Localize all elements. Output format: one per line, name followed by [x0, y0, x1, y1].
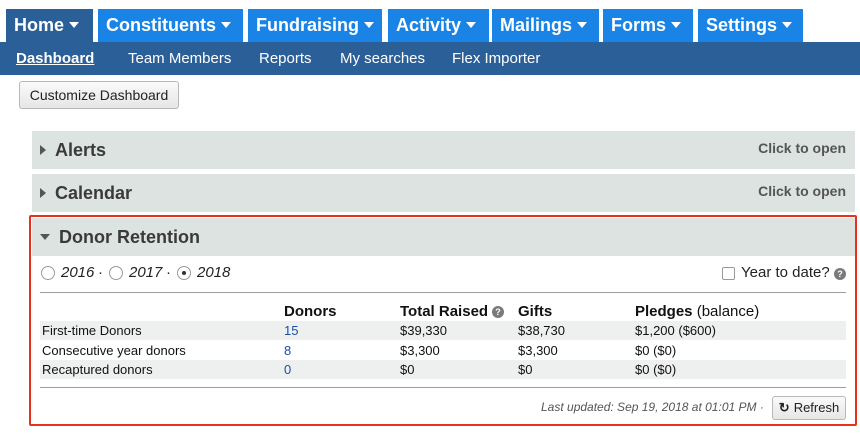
chevron-down-icon	[221, 22, 231, 29]
pledges-cell: $0 ($0)	[635, 362, 677, 377]
total-raised-cell: $0	[400, 362, 415, 377]
alerts-panel-header[interactable]: Alerts Click to open	[32, 131, 855, 169]
subnav-dashboard[interactable]: Dashboard	[16, 50, 95, 67]
year-2017-label[interactable]: 2017	[129, 264, 163, 281]
tab-settings-label: Settings	[706, 15, 778, 35]
year-2017-radio[interactable]	[109, 266, 123, 280]
pledges-cell: $0 ($0)	[635, 343, 677, 358]
year-2016-radio[interactable]	[41, 266, 55, 280]
help-icon[interactable]: ?	[492, 306, 504, 318]
highlight-box	[29, 215, 857, 426]
table-row: Recaptured donors 0 $0 $0 $0 ($0)	[40, 360, 846, 379]
alerts-click-to-open[interactable]: Click to open	[758, 140, 846, 156]
header-total-raised: Total Raised	[400, 303, 489, 320]
tab-activity-label: Activity	[396, 15, 462, 35]
calendar-panel-header[interactable]: Calendar Click to open	[32, 174, 855, 212]
donors-count-link[interactable]: 8	[284, 343, 292, 358]
donors-count-link[interactable]: 15	[284, 323, 299, 338]
gifts-cell: $3,300	[518, 343, 558, 358]
refresh-icon: ↻	[778, 400, 790, 415]
row-label: First-time Donors	[42, 323, 142, 338]
chevron-down-icon	[577, 22, 588, 29]
year-to-date-label[interactable]: Year to date?	[741, 264, 830, 281]
table-row: First-time Donors 15 $39,330 $38,730 $1,…	[40, 321, 846, 340]
year-to-date-checkbox[interactable]	[722, 267, 735, 280]
year-2018-label[interactable]: 2018	[197, 264, 231, 281]
tab-home[interactable]: Home	[6, 9, 93, 42]
row-label: Consecutive year donors	[42, 343, 186, 358]
tab-forms-label: Forms	[611, 15, 667, 35]
subnav-my-searches[interactable]: My searches	[340, 50, 426, 67]
tab-mailings[interactable]: Mailings	[492, 9, 599, 42]
year-separator: ·	[166, 264, 171, 281]
help-icon[interactable]: ?	[834, 268, 846, 280]
header-gifts: Gifts	[518, 303, 553, 320]
collapse-arrow-icon	[40, 234, 50, 240]
calendar-click-to-open[interactable]: Click to open	[758, 183, 846, 199]
year-separator: ·	[98, 264, 103, 281]
subnav-team-members[interactable]: Team Members	[128, 50, 232, 67]
subnav-reports[interactable]: Reports	[259, 50, 312, 67]
chevron-down-icon	[364, 22, 374, 29]
expand-arrow-icon	[40, 145, 46, 155]
chevron-down-icon	[466, 22, 477, 29]
tab-settings[interactable]: Settings	[698, 9, 803, 42]
divider	[40, 292, 846, 293]
donor-retention-title: Donor Retention	[59, 227, 200, 247]
pledges-cell: $1,200 ($600)	[635, 323, 716, 338]
main-nav: Home Constituents Fundraising Activity M…	[0, 0, 860, 42]
header-pledges: Pledges (balance)	[635, 303, 759, 320]
tab-activity[interactable]: Activity	[388, 9, 489, 42]
alerts-title: Alerts	[55, 140, 107, 160]
subnav-flex-importer[interactable]: Flex Importer	[452, 50, 541, 67]
donor-retention-panel-header[interactable]: Donor Retention	[32, 218, 855, 256]
divider	[40, 387, 846, 388]
gifts-cell: $38,730	[518, 323, 565, 338]
customize-dashboard-button[interactable]: Customize Dashboard	[19, 81, 179, 109]
chevron-down-icon	[69, 22, 80, 29]
header-donors: Donors	[284, 303, 337, 320]
year-2018-radio[interactable]	[177, 266, 191, 280]
last-updated-text: Last updated: Sep 19, 2018 at 01:01 PM ·	[541, 400, 764, 414]
chevron-down-icon	[671, 22, 682, 29]
table-row: Consecutive year donors 8 $3,300 $3,300 …	[40, 341, 846, 360]
gifts-cell: $0	[518, 362, 533, 377]
header-pledges-suffix: (balance)	[696, 303, 760, 320]
tab-fundraising[interactable]: Fundraising	[248, 9, 382, 42]
tab-constituents[interactable]: Constituents	[98, 9, 243, 42]
tab-forms[interactable]: Forms	[603, 9, 693, 42]
expand-arrow-icon	[40, 188, 46, 198]
header-pledges-label: Pledges	[635, 303, 693, 320]
row-label: Recaptured donors	[42, 362, 153, 377]
sub-nav: Dashboard Team Members Reports My search…	[0, 42, 860, 75]
year-2016-label[interactable]: 2016	[61, 264, 95, 281]
tab-home-label: Home	[14, 15, 65, 35]
refresh-label: Refresh	[793, 400, 840, 415]
chevron-down-icon	[782, 22, 793, 29]
tab-constituents-label: Constituents	[106, 15, 216, 35]
total-raised-cell: $3,300	[400, 343, 440, 358]
calendar-title: Calendar	[55, 183, 133, 203]
total-raised-cell: $39,330	[400, 323, 447, 338]
refresh-button[interactable]: ↻ Refresh	[772, 396, 846, 420]
tab-fundraising-label: Fundraising	[256, 15, 359, 35]
tab-mailings-label: Mailings	[500, 15, 573, 35]
donors-count-link[interactable]: 0	[284, 362, 292, 377]
